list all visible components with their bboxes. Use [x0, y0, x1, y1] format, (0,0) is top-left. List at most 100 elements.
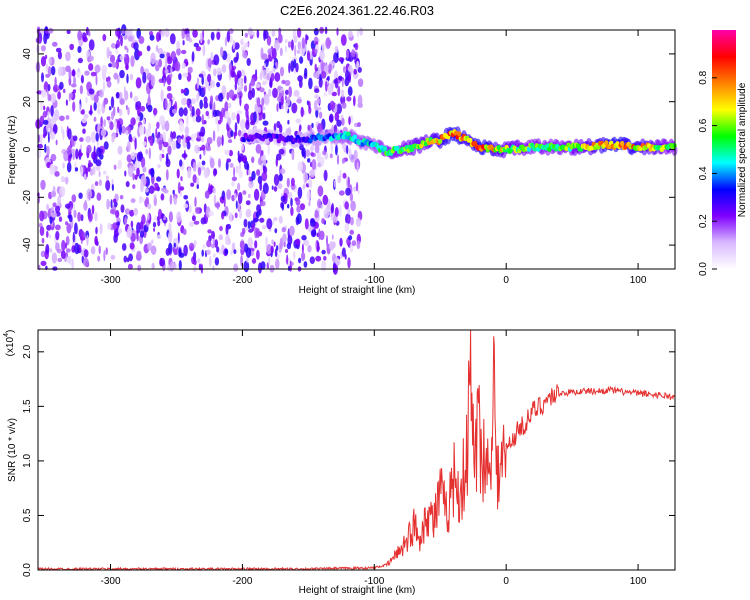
noise-speckle [150, 74, 156, 87]
noise-speckle [243, 218, 248, 228]
noise-speckle [50, 153, 57, 162]
noise-speckle [167, 231, 173, 243]
noise-speckle [201, 160, 206, 166]
noise-speckle [113, 164, 117, 170]
noise-speckle [235, 165, 239, 174]
noise-speckle [274, 72, 281, 82]
noise-speckle [155, 64, 160, 72]
noise-speckle [127, 165, 134, 178]
noise-speckle [262, 112, 266, 120]
noise-speckle [39, 226, 45, 237]
noise-speckle [88, 212, 93, 222]
noise-speckle [245, 108, 249, 119]
noise-speckle [354, 42, 359, 51]
noise-speckle [320, 71, 327, 79]
noise-speckle [93, 101, 97, 111]
noise-speckle [257, 106, 262, 113]
noise-speckle [164, 120, 170, 132]
noise-speckle [77, 57, 83, 64]
noise-speckle [124, 208, 131, 215]
noise-speckle [340, 89, 345, 98]
noise-speckle [134, 174, 138, 180]
noise-speckle [245, 247, 252, 258]
noise-speckle [109, 121, 114, 131]
noise-speckle [67, 128, 72, 140]
noise-speckle [136, 152, 141, 162]
x-tick-label: -100 [364, 576, 384, 587]
noise-speckle [86, 144, 92, 154]
noise-speckle [267, 48, 273, 55]
noise-speckle [221, 134, 224, 146]
noise-speckle [153, 196, 157, 207]
noise-speckle [339, 237, 343, 247]
noise-speckle [247, 220, 251, 230]
noise-speckle [136, 234, 139, 242]
noise-speckle [194, 132, 197, 139]
noise-speckle [311, 159, 317, 171]
noise-speckle [176, 47, 181, 56]
trace-point [604, 140, 609, 146]
noise-speckle [256, 249, 260, 260]
noise-speckle [349, 229, 355, 235]
noise-speckle [207, 57, 212, 68]
noise-speckle [158, 48, 162, 54]
noise-speckle [291, 102, 298, 114]
noise-speckle [198, 131, 204, 137]
noise-speckle [44, 143, 47, 153]
noise-speckle [259, 217, 265, 223]
noise-speckle [77, 211, 81, 222]
noise-speckle [193, 42, 199, 48]
y-tick-label: 20 [22, 96, 33, 108]
noise-speckle [216, 67, 222, 76]
noise-speckle [93, 94, 99, 104]
noise-speckle [117, 106, 120, 114]
noise-speckle [323, 92, 328, 97]
noise-speckle [207, 229, 212, 234]
noise-speckle [183, 195, 189, 200]
noise-speckle [98, 171, 101, 178]
noise-speckle [174, 61, 181, 72]
noise-speckle [321, 218, 325, 224]
noise-speckle [139, 230, 145, 238]
noise-speckle [304, 172, 307, 182]
noise-speckle [133, 96, 139, 102]
noise-speckle [167, 85, 172, 92]
noise-speckle [313, 28, 319, 36]
noise-speckle [214, 202, 221, 208]
noise-speckle [54, 171, 60, 177]
x-tick-label: -300 [101, 275, 121, 286]
noise-speckle [194, 144, 200, 154]
noise-speckle [170, 66, 173, 74]
noise-speckle [321, 249, 326, 255]
noise-speckle [106, 198, 110, 210]
noise-speckle [241, 144, 244, 151]
noise-speckle [156, 234, 162, 239]
noise-speckle [129, 209, 135, 217]
noise-speckle [281, 90, 285, 98]
noise-speckle [301, 243, 304, 254]
noise-speckle [336, 119, 342, 127]
noise-speckle [311, 47, 315, 57]
noise-speckle [138, 36, 145, 44]
noise-speckle [348, 148, 352, 159]
noise-speckle [224, 149, 230, 155]
noise-speckle [266, 218, 273, 230]
noise-speckle [178, 107, 184, 117]
noise-speckle [227, 102, 232, 109]
noise-speckle [243, 42, 246, 51]
noise-speckle [168, 222, 172, 233]
noise-speckle [165, 55, 168, 68]
noise-speckle [261, 53, 268, 61]
noise-speckle [359, 27, 363, 36]
noise-speckle [136, 50, 143, 57]
noise-speckle [299, 56, 304, 64]
noise-speckle [356, 161, 359, 173]
y-tick-label: 1.5 [22, 399, 33, 413]
noise-speckle [126, 228, 132, 238]
noise-speckle [357, 78, 364, 87]
noise-speckle [348, 116, 351, 126]
noise-speckle [165, 169, 169, 181]
noise-speckle [297, 161, 303, 172]
noise-speckle [177, 137, 181, 144]
noise-speckle [186, 99, 189, 106]
